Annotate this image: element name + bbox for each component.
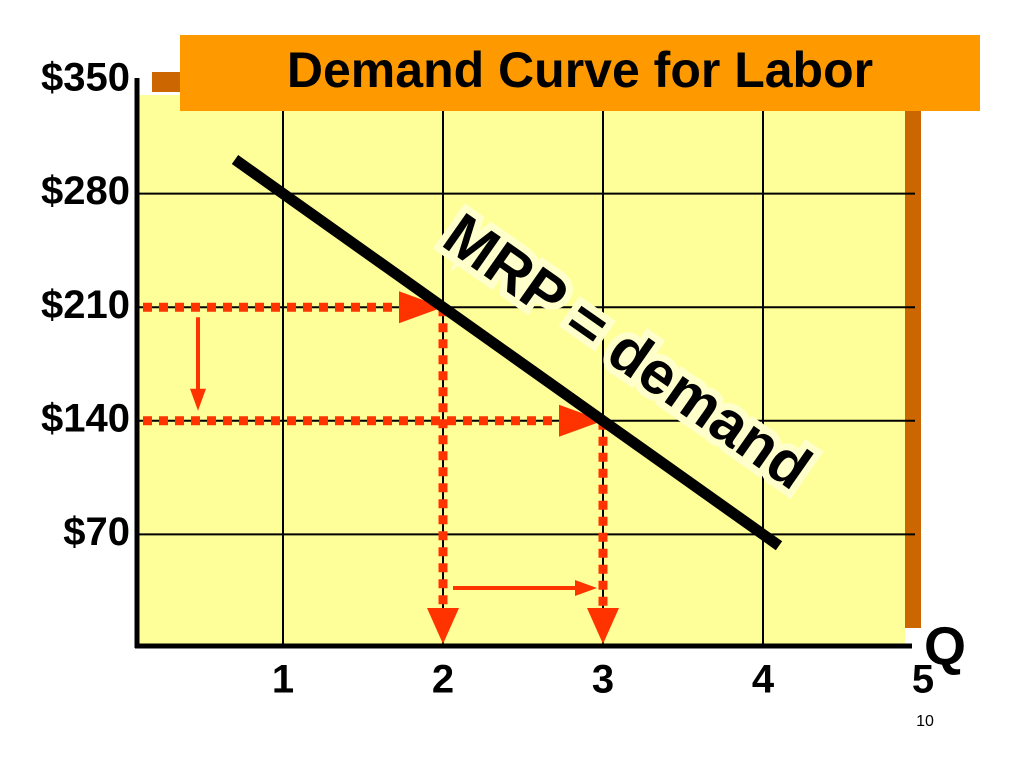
x-tick-label: 2 xyxy=(432,658,454,702)
y-tick-label: $140 xyxy=(41,396,130,440)
decor xyxy=(905,100,921,628)
chart-title: Demand Curve for Labor xyxy=(287,42,873,98)
arrow-head xyxy=(587,608,619,644)
demand-line xyxy=(231,155,783,551)
x-tick-label: 5 xyxy=(912,658,934,702)
y-tick-label: $70 xyxy=(63,510,130,554)
y-tick-label: $280 xyxy=(41,169,130,213)
arrow-head xyxy=(559,404,603,437)
x-tick-label: 4 xyxy=(752,658,775,702)
title-box xyxy=(180,35,980,111)
arrow-head xyxy=(575,580,597,596)
x-tick-label: 3 xyxy=(592,658,614,702)
decor xyxy=(152,72,182,92)
arrow-head xyxy=(399,291,443,324)
y-tick-label: $210 xyxy=(41,283,130,327)
page-number: 10 xyxy=(916,713,934,730)
y-tick-label: $350 xyxy=(41,56,130,100)
x-tick-label: 1 xyxy=(272,658,294,702)
x-axis-label: Q xyxy=(924,616,966,676)
arrow-head xyxy=(190,388,206,411)
arrow-head xyxy=(427,608,459,644)
